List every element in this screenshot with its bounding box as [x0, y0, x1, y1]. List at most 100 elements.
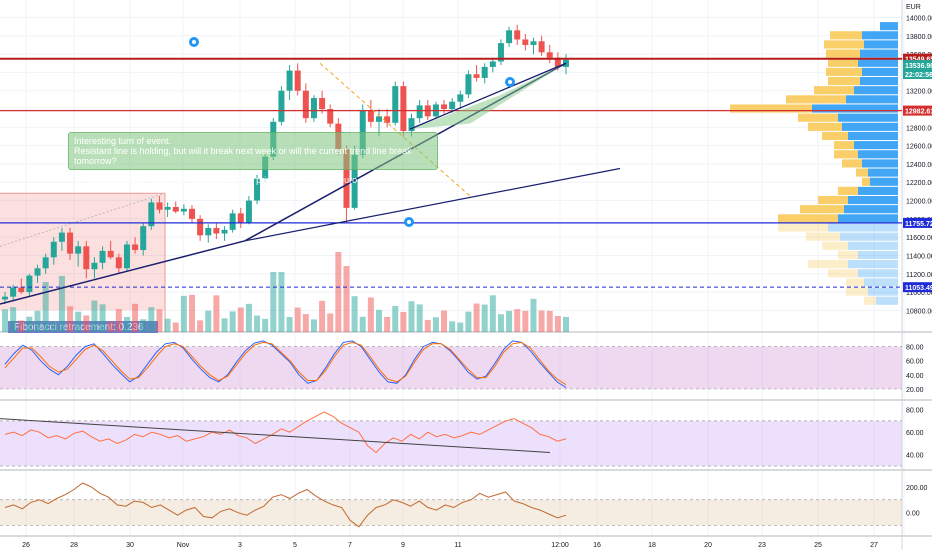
candle-body: [278, 90, 285, 122]
vp-down-bar: [830, 31, 862, 40]
volume-bar: [408, 301, 415, 332]
resistance-price-tag-bg: [903, 53, 932, 64]
volume-bar: [50, 321, 57, 332]
stoch-k-line: [4, 340, 567, 388]
currency-label: EUR: [906, 4, 921, 11]
volume-bar: [245, 303, 252, 332]
date-tick-label: 16: [593, 542, 601, 549]
indicator-band: [0, 420, 902, 466]
volume-bar: [107, 321, 114, 332]
price-tick-label: 11200.00: [906, 272, 932, 279]
date-tick-label: 9: [401, 542, 405, 549]
vp-up-bar: [854, 141, 898, 150]
support-price-tag: 12982.61: [905, 109, 932, 116]
candle-body: [465, 74, 472, 95]
stoch-tick-label: 60.00: [906, 359, 924, 366]
date-tick-label: 5: [293, 542, 297, 549]
candle-body: [172, 206, 179, 212]
vp-down-bar: [856, 168, 868, 177]
volume-bar: [457, 322, 464, 332]
candle-body: [522, 39, 529, 45]
candle-body: [294, 70, 301, 91]
stoch-tick-label: 20.00: [906, 387, 924, 394]
stoch-d-line: [4, 341, 567, 386]
annotation-note[interactable]: Interesting turn of event. Resistant lin…: [68, 132, 438, 185]
vp-up-bar: [868, 168, 898, 177]
vp-down-bar: [846, 287, 868, 296]
price-tick-label: 10800.00: [906, 308, 932, 315]
vp-up-bar: [854, 86, 898, 95]
candle-body: [180, 208, 187, 212]
vp-up-bar: [864, 40, 898, 49]
date-tick-label: 18: [648, 542, 656, 549]
volume-bar: [424, 319, 431, 332]
candle-body: [229, 213, 236, 230]
volume-bar: [213, 295, 220, 332]
volume-bars: [2, 252, 569, 332]
candle-body: [351, 154, 358, 208]
candle-body: [91, 262, 98, 270]
volume-bar: [83, 315, 90, 332]
price-tick-label: 11000.00: [906, 290, 932, 297]
volume-bar: [189, 294, 195, 332]
candle-body: [58, 232, 65, 242]
candle-body: [42, 257, 49, 269]
vp-down-bar: [798, 113, 838, 122]
volume-bar: [538, 310, 545, 332]
rsi-tick-label: 60.00: [906, 430, 924, 437]
volume-bar: [310, 319, 317, 332]
volume-bar: [367, 297, 374, 332]
candle-body: [67, 232, 74, 254]
rsi-trendline: [0, 418, 551, 453]
volume-bar: [34, 310, 41, 332]
volume-bar: [10, 307, 17, 332]
volume-bar: [91, 300, 98, 332]
volume-bar: [465, 311, 472, 332]
rsi-tick-label: 40.00: [906, 453, 924, 460]
vp-down-bar: [786, 95, 846, 104]
candle-body: [530, 41, 537, 45]
candle-body: [286, 70, 293, 91]
date-tick-label: Nov: [177, 542, 190, 549]
countdown-tag: 22:02:56: [905, 72, 932, 79]
vp-up-bar: [860, 76, 898, 86]
axes: 14000.0013800.0013600.0013400.0013200.00…: [22, 4, 932, 549]
vp-up-bar: [860, 49, 898, 58]
dashed-level-tag-bg: [903, 282, 932, 293]
candle-body: [392, 86, 399, 123]
dashed-level-tag: 11053.49: [905, 285, 932, 292]
date-tick-label: 25: [814, 542, 822, 549]
cci-line: [4, 482, 567, 528]
volume-bar: [221, 318, 228, 332]
volume-bar: [497, 314, 504, 332]
vp-down-bar: [730, 104, 812, 113]
vp-up-bar: [848, 241, 898, 250]
fib-red-zone: [0, 193, 165, 311]
candle-body: [497, 43, 504, 62]
volume-bar: [156, 309, 163, 332]
candle-body: [538, 41, 545, 53]
vp-up-bar: [812, 104, 898, 113]
vp-up-bar: [858, 150, 898, 159]
price-tick-label: 12400.00: [906, 162, 932, 169]
candle-body: [254, 178, 261, 201]
price-tick-label: 13800.00: [906, 34, 932, 41]
vp-down-bar: [818, 195, 848, 205]
volume-bar: [506, 310, 513, 332]
candle-body: [489, 61, 496, 67]
volume-bar: [164, 318, 171, 332]
volume-bar: [473, 303, 480, 332]
candle-body: [18, 287, 25, 293]
volume-bar: [554, 316, 561, 332]
price-tick-label: 12000.00: [906, 199, 932, 206]
trendline-lower: [0, 240, 246, 305]
candle-body: [156, 202, 163, 210]
volume-bar: [278, 272, 285, 332]
volume-bar: [514, 309, 521, 332]
vp-up-bar: [858, 58, 898, 67]
price-tick-label: 12600.00: [906, 144, 932, 151]
candle-body: [189, 208, 195, 219]
candle-body: [26, 275, 33, 293]
candle-body: [400, 86, 407, 131]
